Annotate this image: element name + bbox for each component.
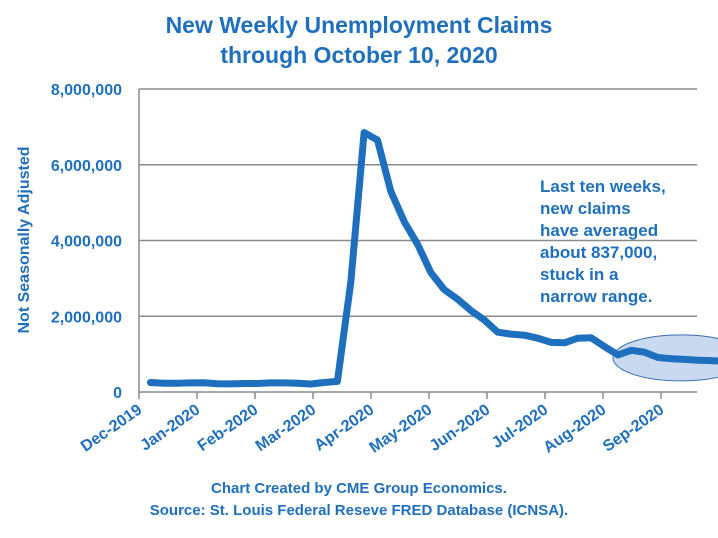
annotation-line: new claims (540, 199, 631, 218)
x-tick-label: Jun-2020 (427, 401, 494, 455)
credit: Chart Created by CME Group Economics. So… (0, 478, 718, 522)
y-tick-label: 0 (113, 385, 122, 402)
y-tick-label: 6,000,000 (51, 158, 122, 175)
y-tick-label: 2,000,000 (51, 309, 122, 326)
gridlines (139, 88, 697, 317)
series (146, 129, 718, 388)
chart-title-line-1: New Weekly Unemployment Claims (165, 12, 553, 38)
annotation-line: stuck in a (540, 265, 619, 284)
x-tick-label: Sep-2020 (600, 401, 667, 455)
chart-title-line-2: through October 10, 2020 (220, 42, 498, 68)
y-tick-label: 4,000,000 (51, 234, 122, 251)
y-axis-label: Not Seasonally Adjusted (16, 147, 33, 334)
annotation-line: have averaged (540, 221, 659, 240)
annotation-line: narrow range. (540, 287, 653, 306)
x-tick-label: Mar-2020 (253, 401, 320, 455)
x-tick-label: Jan-2020 (137, 401, 203, 454)
x-tick-label: Apr-2020 (311, 401, 377, 454)
credit-line-2: Source: St. Louis Federal Reseve FRED Da… (149, 502, 569, 519)
axes (138, 89, 697, 393)
y-tick-label: 8,000,000 (51, 82, 122, 99)
x-tick-label: Feb-2020 (195, 401, 262, 455)
x-tick-label: Dec-2019 (78, 401, 145, 455)
annotation-note: Last ten weeks, new claims have averaged… (540, 176, 718, 308)
chart-title: New Weekly Unemployment Claims through O… (0, 10, 718, 70)
annotation-line: Last ten weeks, (540, 177, 666, 196)
credit-line-1: Chart Created by CME Group Economics. (211, 480, 507, 497)
x-axis-ticks: Dec-2019Jan-2020Feb-2020Mar-2020Apr-2020… (78, 392, 667, 457)
x-tick-label: May-2020 (367, 401, 436, 456)
annotation-line: about 837,000, (540, 243, 658, 262)
y-axis-ticks: 0 2,000,000 4,000,000 6,000,000 8,000,000 (51, 82, 122, 402)
x-tick-label: Aug-2020 (541, 401, 610, 456)
